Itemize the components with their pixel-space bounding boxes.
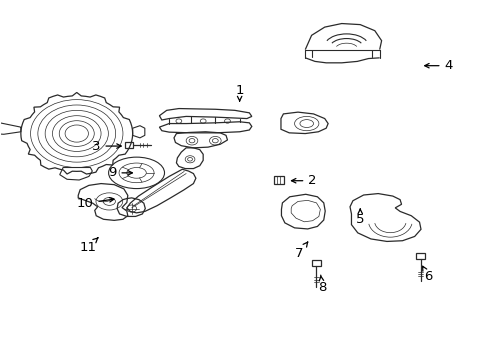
Text: 10: 10 (77, 197, 114, 210)
Text: 7: 7 (294, 242, 307, 260)
Text: 2: 2 (291, 174, 316, 187)
Text: 6: 6 (422, 266, 431, 283)
Text: 8: 8 (318, 275, 326, 294)
Text: 4: 4 (424, 59, 452, 72)
Text: 5: 5 (355, 209, 364, 226)
Text: 9: 9 (108, 166, 132, 179)
Text: 11: 11 (79, 238, 98, 254)
Text: 3: 3 (92, 140, 121, 153)
Text: 1: 1 (235, 84, 244, 101)
